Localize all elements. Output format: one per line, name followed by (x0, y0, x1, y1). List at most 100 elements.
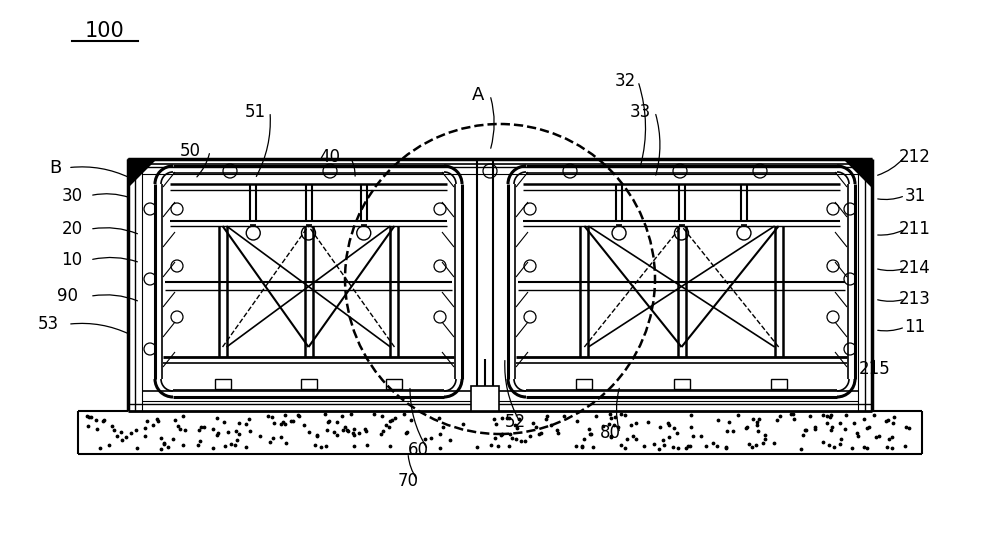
Point (549, 426, 565, 435)
Text: 30: 30 (61, 187, 83, 205)
Point (296, 420, 312, 429)
Point (96, 416, 112, 425)
Point (318, 442, 334, 451)
Point (79, 411, 95, 420)
Point (757, 434, 773, 443)
Point (749, 420, 765, 429)
Point (156, 438, 172, 447)
Point (539, 411, 555, 420)
Point (220, 427, 236, 436)
Point (172, 424, 188, 433)
Point (636, 442, 652, 451)
Point (277, 420, 293, 429)
Point (861, 423, 877, 432)
Point (329, 418, 345, 427)
Bar (471, 386, 499, 411)
Point (346, 431, 362, 440)
Point (821, 440, 837, 449)
Point (149, 415, 165, 424)
Point (517, 437, 533, 446)
Point (509, 423, 525, 432)
Point (488, 419, 504, 428)
Point (823, 425, 839, 434)
Text: 32: 32 (614, 72, 636, 90)
Point (819, 418, 835, 427)
Point (738, 423, 754, 432)
Point (217, 442, 233, 451)
Point (92, 443, 108, 452)
Point (568, 442, 584, 451)
Point (358, 426, 374, 435)
Point (581, 424, 597, 433)
Point (646, 439, 662, 448)
Point (378, 421, 394, 430)
Point (442, 436, 458, 445)
Point (739, 423, 755, 432)
Point (531, 430, 547, 439)
Point (533, 429, 549, 438)
Point (170, 422, 186, 431)
Text: 211: 211 (899, 220, 931, 238)
Point (511, 415, 527, 424)
Bar (576, 379, 592, 389)
Point (264, 413, 280, 421)
Point (175, 411, 191, 420)
Point (730, 410, 746, 419)
Point (879, 443, 895, 452)
Point (486, 414, 502, 423)
Point (382, 442, 398, 451)
Point (435, 423, 451, 432)
Point (262, 438, 278, 447)
Point (191, 426, 207, 435)
Point (307, 440, 323, 449)
Point (582, 429, 598, 438)
Point (623, 420, 639, 429)
Point (718, 444, 734, 453)
Point (209, 413, 225, 422)
Point (309, 432, 325, 440)
Point (682, 442, 698, 451)
Point (290, 411, 306, 420)
Point (850, 432, 866, 440)
Point (525, 418, 541, 427)
Point (343, 410, 359, 419)
Point (750, 427, 766, 435)
Point (661, 433, 677, 442)
Text: 53: 53 (37, 315, 59, 333)
Point (669, 428, 685, 437)
Point (607, 413, 623, 422)
Point (494, 414, 510, 423)
Point (838, 410, 854, 419)
Point (807, 424, 823, 433)
Point (710, 416, 726, 425)
Point (661, 421, 677, 430)
Bar (215, 379, 231, 389)
Point (277, 411, 293, 420)
Point (266, 418, 282, 427)
Point (123, 428, 139, 437)
Point (104, 421, 120, 430)
Point (469, 442, 485, 451)
Point (196, 423, 212, 432)
Point (709, 441, 725, 450)
Point (556, 412, 572, 421)
Point (655, 436, 671, 445)
Point (749, 418, 765, 427)
Point (313, 443, 329, 452)
Bar (771, 379, 787, 389)
Point (606, 420, 622, 429)
Text: 213: 213 (899, 290, 931, 308)
Point (617, 443, 633, 452)
Point (748, 441, 764, 450)
Point (683, 422, 699, 431)
Point (160, 443, 176, 452)
Point (490, 442, 506, 451)
Point (868, 433, 884, 442)
Point (423, 433, 439, 442)
Point (241, 415, 257, 424)
Point (139, 416, 155, 425)
Point (859, 444, 875, 453)
Point (493, 430, 509, 439)
Point (346, 424, 362, 433)
Point (209, 430, 225, 439)
